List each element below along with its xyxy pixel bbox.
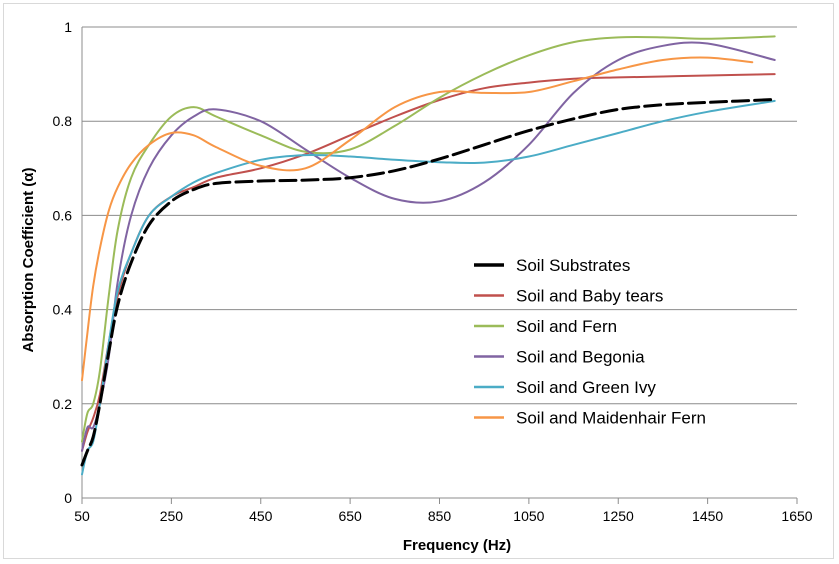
x-tick-label: 250: [160, 508, 184, 524]
series-line-soil-and-baby-tears: [81, 73, 776, 452]
x-tick-label: 850: [428, 508, 452, 524]
y-tick-label: 0.8: [53, 113, 73, 129]
x-tick-label: 650: [338, 508, 362, 524]
chart-frame: [3, 3, 834, 559]
legend-label-soil-and-baby-tears: Soil and Baby tears: [516, 287, 663, 306]
y-tick-label: 0.4: [53, 302, 73, 318]
series-line-soil-and-fern: [81, 35, 776, 443]
x-tick-label: 50: [74, 508, 90, 524]
legend-label-soil-and-green-ivy: Soil and Green Ivy: [516, 378, 656, 397]
gridlines: [82, 26, 797, 405]
y-tick-label: 0: [64, 490, 72, 506]
y-tick-label: 0.6: [53, 207, 73, 223]
y-axis-title: Absorption Coefficient (α): [20, 167, 37, 352]
series-line-soil-substrates: [80, 98, 777, 467]
series-line-soil-and-maidenhair-fern: [81, 56, 754, 382]
y-tick-label: 0.2: [53, 396, 73, 412]
axes: [81, 27, 798, 504]
x-tick-label: 1250: [603, 508, 634, 524]
legend-label-soil-and-begonia: Soil and Begonia: [516, 348, 645, 367]
series-lines: [80, 35, 777, 476]
y-tick-label: 1: [64, 19, 72, 35]
x-tick-label: 1450: [692, 508, 723, 524]
x-tick-label: 1050: [513, 508, 544, 524]
legend: Soil Substrates Soil and Baby tears Soil a…: [474, 256, 706, 428]
x-tick-label: 1650: [781, 508, 812, 524]
series-line-soil-and-green-ivy: [81, 99, 776, 476]
legend-label-soil-substrates: Soil Substrates: [516, 256, 630, 275]
legend-label-soil-and-maidenhair-fern: Soil and Maidenhair Fern: [516, 409, 706, 428]
tick-labels: 0 0.2 0.4 0.6 0.8 1 50 250 450 650 850 1050 1250 1450…: [53, 19, 813, 524]
x-axis-title: Frequency (Hz): [403, 537, 511, 554]
x-tick-label: 450: [249, 508, 273, 524]
legend-label-soil-and-fern: Soil and Fern: [516, 317, 617, 336]
